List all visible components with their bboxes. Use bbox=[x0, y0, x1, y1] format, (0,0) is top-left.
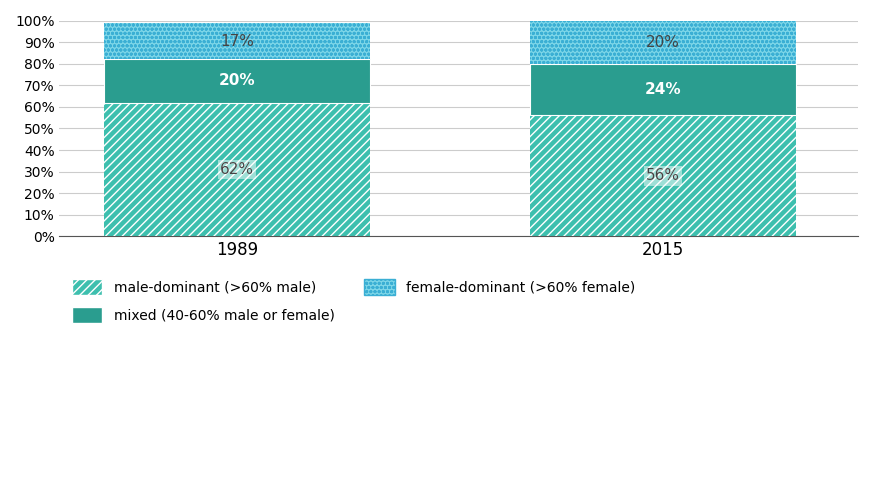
Text: 62%: 62% bbox=[220, 162, 254, 177]
Text: 20%: 20% bbox=[218, 73, 255, 88]
Text: 56%: 56% bbox=[646, 169, 680, 183]
Legend: mixed (40-60% male or female): mixed (40-60% male or female) bbox=[66, 302, 340, 329]
Bar bbox=[530, 64, 796, 115]
Bar bbox=[104, 103, 370, 236]
Bar bbox=[530, 115, 796, 236]
Text: 62%: 62% bbox=[220, 162, 254, 177]
Bar bbox=[530, 21, 796, 64]
Bar bbox=[104, 59, 370, 103]
Text: 56%: 56% bbox=[646, 169, 680, 183]
Bar bbox=[104, 23, 370, 59]
Text: 17%: 17% bbox=[220, 34, 254, 48]
Bar bbox=[104, 103, 370, 236]
Bar bbox=[530, 115, 796, 236]
Bar bbox=[104, 23, 370, 59]
Text: 24%: 24% bbox=[644, 82, 681, 97]
Text: 20%: 20% bbox=[646, 35, 680, 50]
Bar bbox=[530, 21, 796, 64]
